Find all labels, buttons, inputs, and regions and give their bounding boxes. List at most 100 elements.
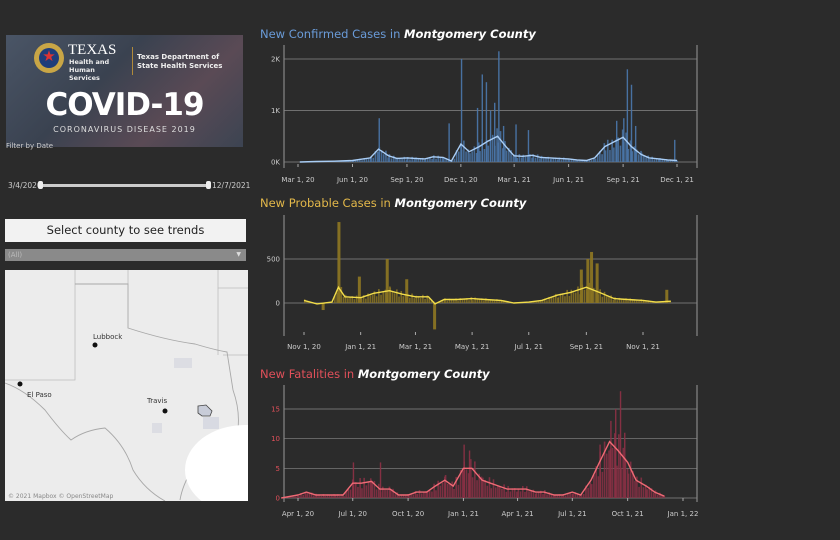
confirmed-daily-bar bbox=[411, 156, 413, 162]
fatalities-daily-bar bbox=[478, 473, 481, 498]
confirmed-average-line bbox=[299, 135, 678, 163]
confirmed-daily-bar bbox=[363, 157, 366, 162]
fatalities-daily-bar bbox=[347, 489, 350, 498]
probable-daily-bar bbox=[554, 293, 557, 303]
fatalities-daily-bar bbox=[488, 477, 491, 498]
fatalities-daily-bar bbox=[402, 495, 405, 498]
confirmed-daily-bar bbox=[560, 159, 563, 162]
confirmed-x-tick-label: Dec 1, 20 bbox=[444, 176, 478, 184]
confirmed-daily-bar bbox=[406, 156, 409, 162]
probable-peak-bar bbox=[357, 276, 361, 303]
fatalities-daily-bar bbox=[574, 492, 577, 498]
probable-x-tick-label: Sep 1, 21 bbox=[570, 343, 603, 351]
probable-daily-bar bbox=[396, 289, 398, 303]
fatalities-daily-bar bbox=[408, 494, 410, 498]
confirmed-daily-bar bbox=[370, 156, 372, 162]
fatalities-daily-bar bbox=[451, 481, 453, 498]
probable-average-line bbox=[303, 285, 671, 305]
fatalities-daily-bar bbox=[382, 486, 384, 498]
confirmed-daily-bar bbox=[635, 149, 638, 162]
confirmed-peak-bar bbox=[498, 51, 500, 162]
fatalities-daily-bar bbox=[544, 490, 546, 498]
fatalities-daily-bar bbox=[316, 495, 318, 498]
confirmed-daily-bar bbox=[467, 149, 470, 162]
fatalities-peak-bar bbox=[463, 444, 465, 498]
probable-daily-bar bbox=[378, 289, 380, 303]
probable-title-county: Montgomery County bbox=[394, 196, 527, 210]
fatalities-x-tick-label: Apr 1, 21 bbox=[501, 510, 533, 518]
city-dot-lubbock[interactable] bbox=[92, 342, 98, 348]
city-dot-el-paso[interactable] bbox=[17, 381, 23, 387]
confirmed-daily-bar bbox=[439, 157, 442, 162]
confirmed-peak-bar bbox=[527, 130, 530, 162]
texas-county-map[interactable]: Lubbock El Paso Travis © 2021 Mapbox © O… bbox=[5, 270, 248, 501]
confirmed-daily-bar bbox=[599, 151, 601, 162]
confirmed-daily-bar bbox=[579, 160, 581, 162]
agency-title: TEXAS bbox=[68, 42, 117, 58]
fatalities-daily-bar bbox=[537, 492, 540, 498]
covid-headline: COVID-19 bbox=[45, 87, 204, 123]
fatalities-daily-bar bbox=[556, 495, 559, 498]
confirmed-daily-bar bbox=[374, 150, 377, 162]
confirmed-daily-bar bbox=[539, 158, 541, 162]
city-dot-travis[interactable] bbox=[162, 408, 168, 414]
covid-subline: CORONAVIRUS DISEASE 2019 bbox=[53, 125, 196, 134]
probable-daily-bar bbox=[476, 299, 479, 303]
confirmed-x-tick-label: Sep 1, 20 bbox=[390, 176, 423, 184]
fatalities-x-tick-label: Apr 1, 20 bbox=[282, 510, 314, 518]
fatalities-daily-bar bbox=[659, 492, 661, 498]
confirmed-daily-bar bbox=[426, 158, 429, 162]
fatalities-daily-bar bbox=[322, 494, 325, 498]
fatalities-daily-bar bbox=[373, 480, 376, 498]
confirmed-daily-bar bbox=[469, 153, 471, 162]
probable-daily-bar bbox=[623, 299, 625, 303]
fatalities-x-tick-label: Jul 1, 20 bbox=[338, 510, 367, 518]
slider-end-handle[interactable] bbox=[206, 181, 211, 189]
probable-daily-bar bbox=[570, 289, 573, 303]
fatalities-daily-bar bbox=[331, 495, 333, 498]
montgomery-county-highlight[interactable] bbox=[197, 404, 213, 417]
probable-daily-bar bbox=[645, 300, 647, 303]
fatalities-daily-bar bbox=[558, 494, 561, 498]
confirmed-peak-bar bbox=[626, 69, 629, 162]
confirmed-daily-bar bbox=[380, 150, 383, 162]
fatalities-daily-bar bbox=[361, 488, 363, 498]
fatalities-daily-bar bbox=[501, 488, 503, 498]
fatalities-daily-bar bbox=[412, 494, 415, 498]
probable-daily-bar bbox=[430, 299, 433, 303]
county-dropdown[interactable]: (All) ▼ bbox=[5, 249, 246, 261]
probable-daily-bar bbox=[493, 300, 496, 303]
confirmed-daily-bar bbox=[447, 158, 450, 162]
confirmed-daily-bar bbox=[531, 157, 533, 162]
confirmed-x-tick-label: Mar 1, 21 bbox=[498, 176, 531, 184]
probable-y-tick-label: 500 bbox=[267, 256, 280, 264]
slider-start-handle[interactable] bbox=[38, 181, 43, 189]
date-range-slider[interactable] bbox=[40, 184, 208, 187]
probable-daily-bar bbox=[548, 296, 550, 303]
fatalities-daily-bar bbox=[652, 492, 655, 498]
probable-peak-bar bbox=[586, 259, 590, 303]
fatalities-daily-bar bbox=[636, 476, 638, 498]
confirmed-daily-bar bbox=[463, 140, 465, 162]
probable-daily-bar bbox=[472, 300, 474, 303]
confirmed-peak-bar bbox=[476, 107, 479, 162]
fatalities-daily-bar bbox=[576, 493, 579, 498]
fatalities-daily-bar bbox=[595, 466, 597, 498]
confirmed-daily-bar bbox=[382, 154, 385, 162]
probable-daily-bar bbox=[574, 292, 577, 303]
seal-inner bbox=[39, 48, 59, 68]
confirmed-daily-bar bbox=[619, 145, 622, 162]
fatalities-daily-bar bbox=[405, 495, 407, 498]
confirmed-daily-bar bbox=[475, 153, 478, 162]
fatalities-daily-bar bbox=[622, 447, 625, 498]
fatalities-x-tick-label: Jan 1, 21 bbox=[447, 510, 479, 518]
probable-daily-bar bbox=[331, 302, 334, 303]
fatalities-y-tick-label: 0 bbox=[276, 495, 280, 503]
confirmed-daily-bar bbox=[347, 160, 349, 162]
fatalities-daily-bar bbox=[418, 490, 421, 498]
confirmed-daily-bar bbox=[457, 151, 460, 162]
fatalities-daily-bar bbox=[470, 459, 472, 498]
confirmed-daily-bar bbox=[590, 159, 593, 162]
probable-daily-bar bbox=[398, 296, 400, 303]
fatalities-daily-bar bbox=[435, 490, 437, 498]
